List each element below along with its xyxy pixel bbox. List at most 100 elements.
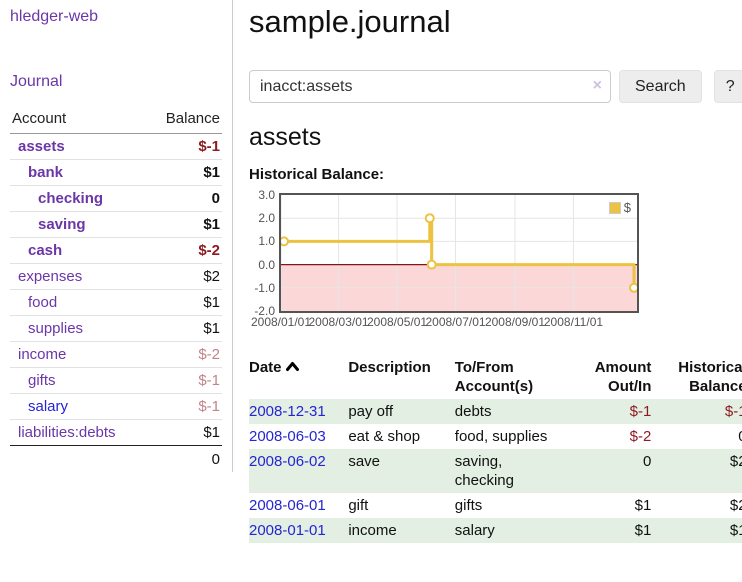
account-heading: assets	[249, 123, 322, 151]
account-link-checking[interactable]: checking	[38, 190, 104, 207]
account-link-expenses[interactable]: expenses	[18, 268, 83, 285]
y-tick-label: -1.0	[254, 280, 275, 295]
y-tick-label: 1.0	[258, 234, 275, 249]
transaction-accounts: food, supplies	[454, 428, 548, 445]
transaction-accounts: debts	[454, 403, 492, 420]
main-content: sample.journal × Search ? assets Histori…	[233, 0, 742, 543]
register-row: 2008-06-01 gift gifts $1 $2	[249, 493, 742, 518]
transaction-balance: 0	[651, 424, 742, 449]
account-link-assets[interactable]: assets	[18, 138, 65, 155]
transaction-date-link[interactable]: 2008-06-01	[249, 497, 326, 514]
account-balance: $-2	[146, 237, 222, 264]
historical-balance-chart: 3.0 2.0 1.0 0.0 -1.0 -2.0 $ 2008/01/01 2008/03…	[249, 188, 742, 331]
transaction-balance: $2	[729, 497, 742, 514]
account-link-food[interactable]: food	[28, 294, 58, 311]
x-tick-label: 2008/05/01	[366, 315, 428, 329]
account-link-salary[interactable]: salary	[28, 398, 69, 415]
account-row: checking 0	[10, 185, 222, 212]
y-tick-label: 0.0	[258, 257, 275, 272]
transaction-amount: $1	[634, 522, 652, 539]
account-balance: $1	[146, 211, 222, 238]
account-row: food $1	[10, 289, 222, 316]
register-header-description: Description	[348, 359, 431, 376]
search-input[interactable]	[249, 70, 611, 103]
account-link-income[interactable]: income	[18, 346, 67, 363]
register-header-amount: Amount Out/In	[594, 359, 652, 395]
search-form: × Search ?	[249, 70, 742, 103]
transaction-accounts: gifts	[454, 497, 483, 514]
chart-x-axis: 2008/01/01 2008/03/01 2008/05/01 2008/07/01…	[251, 313, 639, 331]
transaction-balance: $1	[729, 522, 742, 539]
account-balance: $1	[146, 419, 222, 446]
sidebar-item-journal[interactable]: Journal	[10, 73, 63, 90]
transaction-date-link[interactable]: 2008-06-03	[249, 428, 326, 445]
page-title: sample.journal	[249, 4, 451, 39]
account-row: cash $-2	[10, 237, 222, 264]
search-button[interactable]: Search	[619, 70, 702, 103]
transaction-amount: $-1	[629, 403, 652, 420]
accounts-header-account: Account	[10, 106, 147, 134]
legend-label: $	[623, 200, 631, 215]
transaction-balance: $-1	[724, 403, 742, 420]
help-button[interactable]: ?	[713, 70, 742, 103]
accounts-header-row: Account Balance	[10, 106, 222, 134]
transaction-description: income	[348, 522, 397, 539]
register-table: Date Description To/From Account(s) Amou…	[249, 355, 742, 543]
transaction-date-link[interactable]: 2008-06-02	[249, 453, 326, 470]
register-header-accounts: To/From Account(s)	[454, 359, 534, 395]
transaction-date-link[interactable]: 2008-12-31	[249, 403, 326, 420]
account-balance: $2	[146, 263, 222, 290]
sidebar-nav: Journal	[10, 73, 222, 91]
account-balance: $1	[146, 315, 222, 342]
y-tick-label: 3.0	[258, 188, 275, 202]
accounts-total-value: 0	[146, 445, 222, 472]
chart-plot-svg	[279, 193, 639, 313]
register-header-row: Date Description To/From Account(s) Amou…	[249, 355, 742, 399]
account-link-saving[interactable]: saving	[38, 216, 86, 233]
account-balance: $-1	[146, 393, 222, 420]
x-tick-label: 2008/03/01	[308, 315, 369, 329]
x-tick-label: 2008/11/01	[543, 315, 604, 329]
transaction-date-link[interactable]: 2008-01-01	[249, 522, 326, 539]
accounts-total-row: 0	[10, 445, 222, 472]
y-tick-label: -2.0	[254, 304, 275, 318]
account-balance: $1	[146, 289, 222, 316]
clear-search-icon[interactable]: ×	[592, 77, 602, 94]
transaction-accounts: saving, checking	[454, 453, 514, 489]
accounts-table: Account Balance assets $-1 bank $1 check…	[10, 106, 222, 472]
brand-link[interactable]: hledger-web	[10, 8, 99, 25]
account-balance: $-2	[146, 341, 222, 368]
search-input-wrap: ×	[249, 70, 611, 103]
transaction-description: eat & shop	[348, 428, 421, 445]
account-row: bank $1	[10, 159, 222, 186]
register-row: 2008-01-01 income salary $1 $1	[249, 518, 742, 543]
accounts-header-balance: Balance	[146, 106, 222, 134]
account-row: saving $1	[10, 211, 222, 238]
transaction-balance: $2	[729, 453, 742, 470]
register-header-date-label: Date	[249, 359, 282, 376]
account-balance: 0	[146, 185, 222, 212]
transaction-amount: $1	[634, 497, 652, 514]
x-tick-label: 2008/09/01	[484, 315, 545, 329]
transaction-description: gift	[348, 497, 369, 514]
register-row: 2008-12-31 pay off debts $-1 $-1	[249, 399, 742, 424]
legend-swatch-icon	[608, 201, 621, 214]
account-row: gifts $-1	[10, 367, 222, 394]
register-header-date[interactable]: Date	[249, 355, 348, 399]
transaction-description: pay off	[348, 403, 394, 420]
account-link-bank[interactable]: bank	[28, 164, 64, 181]
brand: hledger-web	[10, 8, 222, 26]
account-balance: $1	[146, 159, 222, 186]
account-link-gifts[interactable]: gifts	[28, 372, 56, 389]
y-tick-label: 2.0	[258, 211, 275, 226]
register-header-balance: Historical Balance	[678, 359, 742, 395]
account-link-cash[interactable]: cash	[28, 242, 63, 259]
transaction-amount: $-2	[629, 428, 652, 445]
account-link-liabilities-debts[interactable]: liabilities:debts	[18, 424, 116, 441]
account-row: salary $-1	[10, 393, 222, 420]
chart-plot: $	[279, 193, 639, 313]
app-layout: hledger-web Journal Account Balance asse…	[10, 0, 742, 543]
x-tick-label: 2008/01/01	[250, 315, 312, 329]
account-link-supplies[interactable]: supplies	[28, 320, 84, 337]
transaction-description: save	[348, 453, 380, 470]
